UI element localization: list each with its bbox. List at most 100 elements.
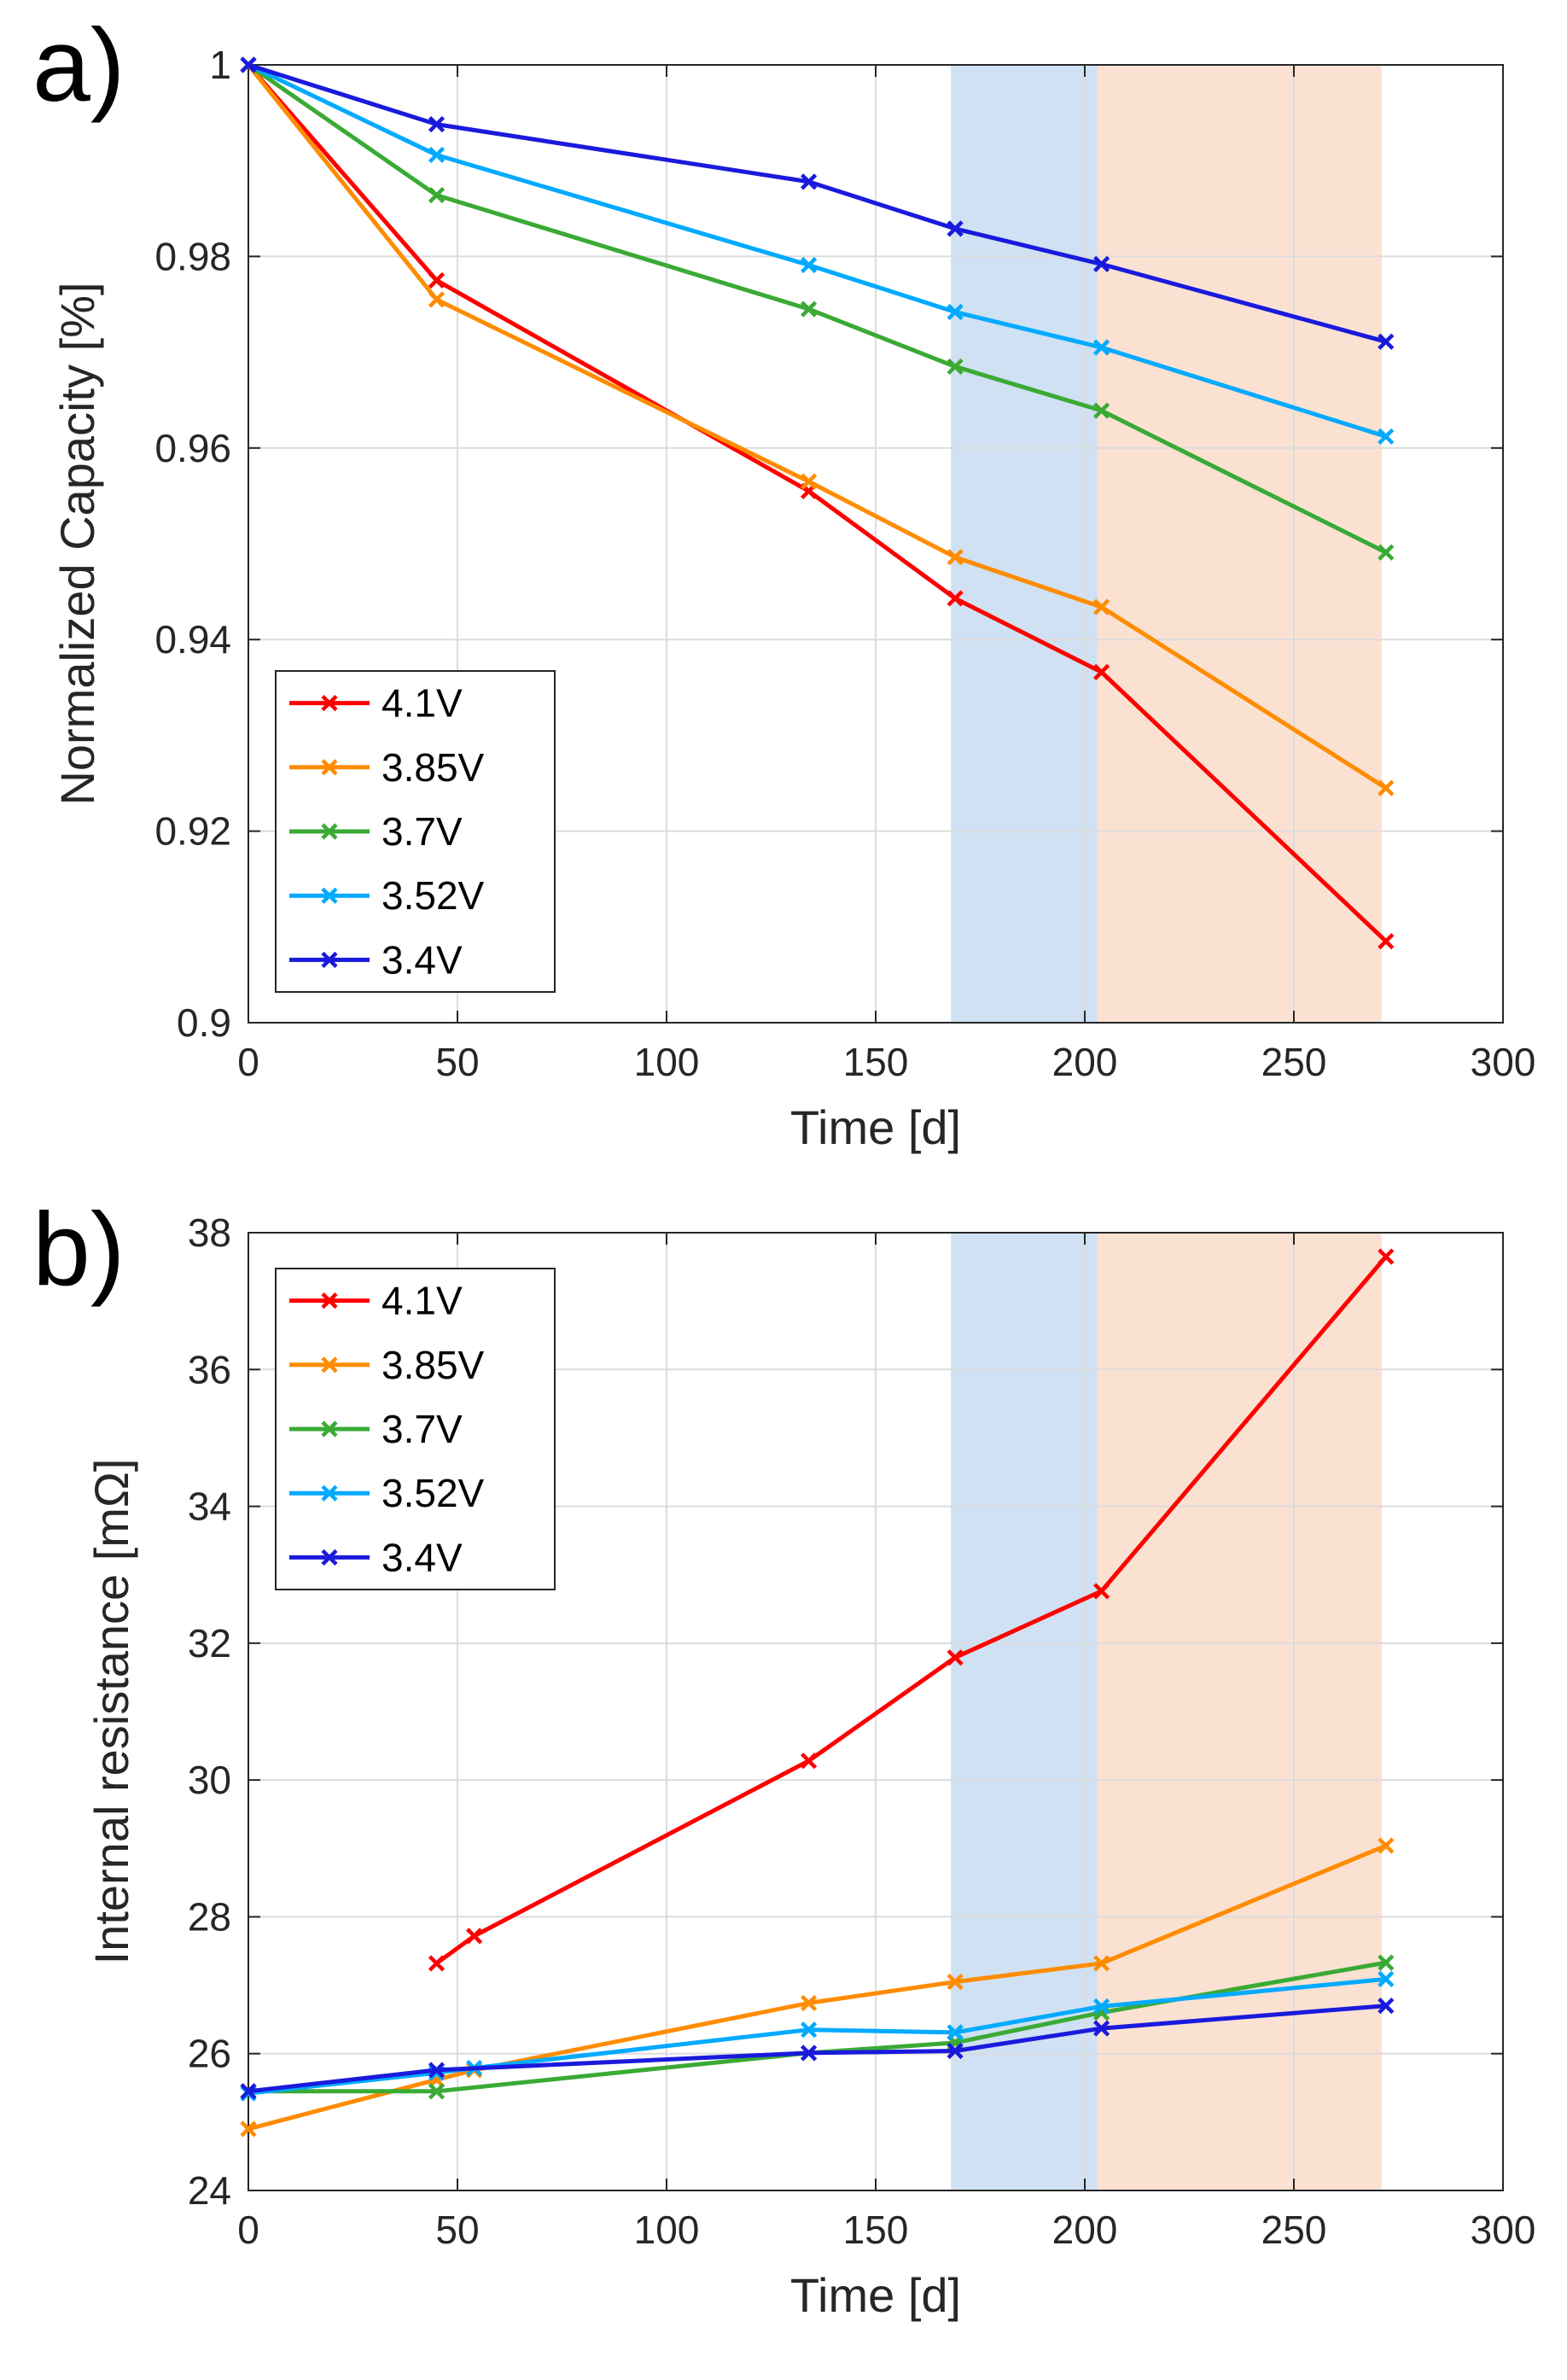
panel-letter: a) xyxy=(32,7,125,123)
panel-a: a) 0 50 100 150 200 250 300 0.9 0.92 0.94 0.96 0.98 1… xyxy=(32,7,1535,1154)
data-point xyxy=(1378,1837,1395,1854)
legend-marker xyxy=(321,887,338,904)
series-line xyxy=(248,1960,1387,2094)
y-tick-label: 24 xyxy=(188,2168,231,2213)
data-point xyxy=(801,1753,818,1770)
data-point xyxy=(428,187,446,204)
legend-marker xyxy=(321,1549,338,1566)
data-point xyxy=(1093,1955,1110,1972)
x-tick-label: 100 xyxy=(634,1040,700,1084)
legend-label: 3.7V xyxy=(382,1407,463,1451)
data-point xyxy=(947,1649,964,1666)
y-tick-label: 34 xyxy=(188,1485,231,1529)
data-point xyxy=(428,146,446,164)
data-point xyxy=(801,1994,818,2012)
y-tick-label: 0.9 xyxy=(177,1000,231,1045)
data-point xyxy=(947,2042,964,2060)
x-tick-label: 150 xyxy=(843,2208,909,2252)
legend-marker xyxy=(321,1420,338,1438)
data-point xyxy=(1093,1583,1110,1600)
y-tick-label: 38 xyxy=(188,1210,231,1255)
x-tick-label: 150 xyxy=(843,1040,909,1084)
panel-b: b) 0 50 100 150 200 250 300 24 26 28 30 32 34 36 38 Time… xyxy=(32,1191,1535,2322)
y-tick-label: 0.92 xyxy=(154,809,231,854)
data-point xyxy=(1378,779,1395,796)
data-point xyxy=(240,2120,257,2138)
legend-marker xyxy=(321,1356,338,1374)
y-tick-label: 36 xyxy=(188,1347,231,1391)
series-3.85V xyxy=(240,56,1395,796)
data-point xyxy=(1378,428,1395,445)
series-line xyxy=(248,2004,1386,2094)
data-point xyxy=(1378,544,1395,561)
data-point xyxy=(1093,1998,1110,2015)
data-point xyxy=(428,2062,446,2079)
legend-label: 4.1V xyxy=(382,1279,463,1323)
shaded-region-1 xyxy=(1097,65,1382,1023)
y-tick-label: 32 xyxy=(188,1621,231,1665)
data-point xyxy=(1378,1954,1395,1971)
legend-label: 3.4V xyxy=(382,1535,463,1579)
shaded-region-1 xyxy=(1097,1233,1382,2190)
data-point xyxy=(947,2024,964,2041)
y-tick-label: 0.94 xyxy=(154,617,231,662)
x-tick-label: 50 xyxy=(435,1040,479,1084)
legend-box xyxy=(275,1268,556,1590)
legend-label: 3.52V xyxy=(382,1471,485,1515)
data-point xyxy=(801,2021,818,2039)
data-point xyxy=(801,473,818,490)
data-point xyxy=(947,1973,964,1991)
data-point xyxy=(428,2083,446,2100)
y-tick-label: 1 xyxy=(209,43,231,87)
y-axis-title: Internal resistance [mΩ] xyxy=(84,1459,138,1965)
x-tick-label: 0 xyxy=(237,2208,259,2252)
legend-label: 3.85V xyxy=(382,1343,485,1387)
series-3.4V xyxy=(240,56,1395,350)
data-point xyxy=(1093,598,1110,615)
series-line xyxy=(247,62,1387,439)
data-point xyxy=(801,2045,818,2062)
data-point xyxy=(801,300,818,318)
series-3.4V xyxy=(240,1998,1395,2100)
legend: 4.1V 3.85V 3.7V 3.52V 3.4V xyxy=(275,670,556,993)
series-4.1V xyxy=(428,1248,1395,1972)
x-axis-title: Time [d] xyxy=(790,1100,961,1154)
data-point xyxy=(240,56,257,73)
data-point xyxy=(428,1955,446,1972)
legend-marker xyxy=(321,951,338,968)
y-tick-label: 0.98 xyxy=(154,234,231,278)
y-tick-label: 30 xyxy=(188,1758,231,1802)
data-point xyxy=(1378,1998,1395,2015)
x-tick-label: 200 xyxy=(1052,1040,1118,1084)
legend-label: 3.4V xyxy=(382,937,463,982)
data-point xyxy=(1378,933,1395,950)
series-line xyxy=(247,63,1388,943)
data-point xyxy=(466,1928,483,1945)
x-axis-title: Time [d] xyxy=(790,2268,961,2322)
data-point xyxy=(947,303,964,321)
x-tick-label: 300 xyxy=(1471,1040,1536,1084)
data-point xyxy=(1093,663,1110,680)
legend-marker xyxy=(321,1292,338,1310)
legend: 4.1V 3.85V 3.7V 3.52V 3.4V xyxy=(275,1268,556,1590)
panel-letter: b) xyxy=(32,1191,125,1307)
data-point xyxy=(947,220,964,237)
data-point xyxy=(1378,1970,1395,1987)
legend-label: 3.7V xyxy=(382,809,463,854)
x-tick-label: 200 xyxy=(1052,2208,1118,2252)
y-tick-label: 26 xyxy=(188,2032,231,2076)
x-tick-label: 0 xyxy=(237,1040,259,1084)
shaded-region-0 xyxy=(951,65,1098,1023)
x-tick-label: 300 xyxy=(1471,2208,1536,2252)
y-axis-title: Normalized Capacity [%] xyxy=(50,282,104,805)
legend-marker xyxy=(321,823,338,840)
data-point xyxy=(428,115,446,133)
legend-marker xyxy=(321,695,338,712)
data-point xyxy=(801,256,818,274)
x-tick-label: 250 xyxy=(1261,1040,1327,1084)
legend-marker xyxy=(321,1485,338,1502)
x-tick-label: 250 xyxy=(1261,2208,1327,2252)
data-point xyxy=(947,358,964,376)
data-point xyxy=(428,271,446,289)
